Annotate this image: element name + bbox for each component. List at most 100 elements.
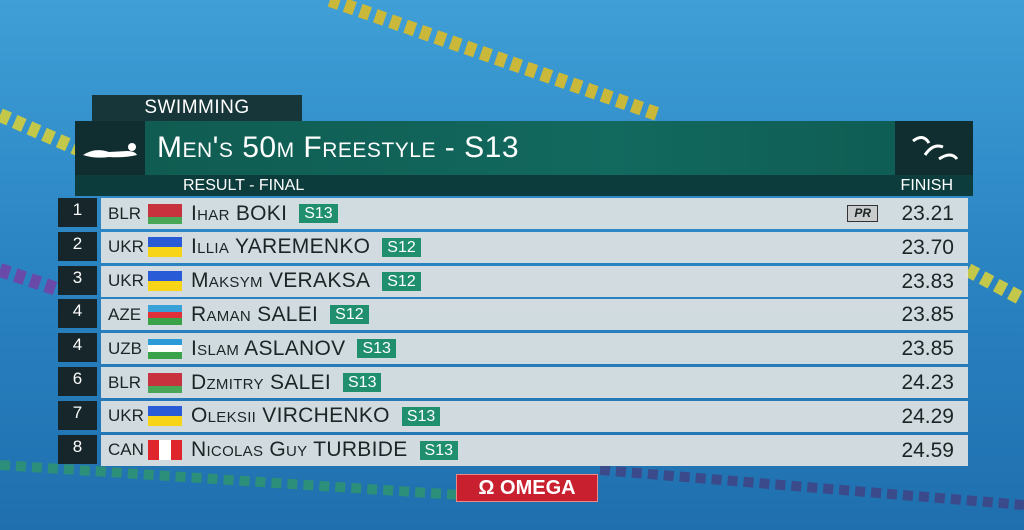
lane-rope <box>327 0 663 122</box>
rank: 4 <box>58 299 97 329</box>
flag <box>148 237 182 258</box>
lane-rope <box>0 108 83 157</box>
result-row: 4 AZE Raman SALEI S12 23.85 <box>58 299 968 331</box>
athlete-name: Illia YAREMENKO <box>191 235 371 259</box>
sub-header: RESULT - FINAL FINISH <box>75 175 973 196</box>
record-badge: PR <box>847 205 878 222</box>
result-body: UZB Islam ASLANOV S13 23.85 <box>101 333 968 365</box>
paralympic-logo <box>895 121 973 175</box>
athlete-name: Dzmitry SALEI <box>191 370 331 394</box>
flag-stripe <box>159 440 171 461</box>
country-code: UKR <box>108 406 144 426</box>
result-body: BLR Ihar BOKI S13 PR 23.21 <box>101 198 968 229</box>
result-body: BLR Dzmitry SALEI S13 24.23 <box>101 367 968 398</box>
finish-time: 24.59 <box>901 438 954 462</box>
flag-stripe <box>148 406 182 417</box>
result-body: AZE Raman SALEI S12 23.85 <box>101 299 968 331</box>
country-code: UKR <box>108 271 144 291</box>
lane-rope <box>0 460 461 500</box>
result-row: 4 UZB Islam ASLANOV S13 23.85 <box>58 333 968 365</box>
sport-class: S12 <box>382 271 421 291</box>
lane-rope <box>964 263 1024 307</box>
flag <box>148 440 182 461</box>
flag <box>148 304 182 325</box>
result-row: 1 BLR Ihar BOKI S13 PR 23.21 <box>58 198 968 229</box>
result-row: 6 BLR Dzmitry SALEI S13 24.23 <box>58 367 968 398</box>
finish-time: 23.70 <box>901 235 954 259</box>
finish-time: 23.85 <box>901 303 954 327</box>
flag-stripe <box>148 237 182 248</box>
sport-class: S13 <box>299 204 338 223</box>
result-row: 2 UKR Illia YAREMENKO S12 23.70 <box>58 231 968 263</box>
result-body: UKR Illia YAREMENKO S12 23.70 <box>101 231 968 263</box>
column-label: FINISH <box>900 177 953 194</box>
athlete-name: Maksym VERAKSA <box>191 269 371 293</box>
flag-stripe <box>148 352 182 359</box>
title-bar: Men's 50m Freestyle - S13 <box>75 121 973 175</box>
sport-class: S12 <box>382 237 421 257</box>
flag-stripe <box>148 345 182 353</box>
flag <box>148 271 182 292</box>
sport-class: S12 <box>330 305 369 325</box>
flag-stripe <box>148 440 160 461</box>
flag-stripe <box>148 247 182 258</box>
result-row: 7 UKR Oleksii VIRCHENKO S13 24.29 <box>58 400 968 432</box>
flag-stripe <box>148 318 182 325</box>
flag <box>148 372 182 393</box>
rank: 4 <box>58 333 97 363</box>
country-code: BLR <box>108 203 142 223</box>
athlete-name: Ihar BOKI <box>191 201 288 225</box>
event-title: Men's 50m Freestyle - S13 <box>157 131 519 164</box>
rank: 7 <box>58 400 97 430</box>
athlete-name: Nicolas Guy TURBIDE <box>191 438 408 462</box>
country-code: BLR <box>108 372 142 392</box>
flag-stripe <box>148 203 182 211</box>
flag-stripe <box>148 311 182 319</box>
country-code: UKR <box>108 237 144 257</box>
rank: 1 <box>58 198 97 227</box>
flag-stripe <box>148 338 182 346</box>
athlete-name: Oleksii VIRCHENKO <box>191 404 390 428</box>
flag-stripe <box>148 385 182 393</box>
athlete-name: Islam ASLANOV <box>191 336 346 360</box>
flag <box>148 406 182 427</box>
rank: 3 <box>58 265 97 295</box>
finish-time: 23.21 <box>901 202 954 225</box>
sport-tab: SWIMMING <box>92 95 302 121</box>
country-code: UZB <box>108 338 142 358</box>
result-body: UKR Maksym VERAKSA S12 23.83 <box>101 265 968 297</box>
flag-stripe <box>148 210 182 217</box>
sport-class: S13 <box>357 339 396 359</box>
flag <box>148 203 182 224</box>
result-body: UKR Oleksii VIRCHENKO S13 24.29 <box>101 400 968 432</box>
flag-stripe <box>170 440 182 461</box>
swim-icon <box>75 121 145 175</box>
flag-stripe <box>148 416 182 427</box>
flag-stripe <box>148 216 182 224</box>
finish-time: 23.85 <box>901 337 954 361</box>
result-body: CAN Nicolas Guy TURBIDE S13 24.59 <box>101 434 968 466</box>
stage-label: RESULT - FINAL <box>183 177 305 194</box>
athlete-name: Raman SALEI <box>191 302 319 326</box>
lane-rope <box>599 465 1024 510</box>
finish-time: 24.29 <box>901 404 954 428</box>
sponsor-logo: Ω OMEGA <box>456 474 598 502</box>
finish-time: 24.23 <box>901 371 954 394</box>
country-code: CAN <box>108 440 144 460</box>
lane-rope <box>0 263 63 297</box>
sport-class: S13 <box>401 406 441 426</box>
finish-time: 23.83 <box>901 269 954 293</box>
country-code: AZE <box>108 304 142 324</box>
flag-stripe <box>148 372 182 380</box>
result-row: 8 CAN Nicolas Guy TURBIDE S13 24.59 <box>58 434 968 466</box>
sport-class: S13 <box>419 440 458 460</box>
result-row: 3 UKR Maksym VERAKSA S12 23.83 <box>58 265 968 297</box>
rank: 2 <box>58 231 97 261</box>
rank: 6 <box>58 367 97 396</box>
flag-stripe <box>148 304 182 312</box>
flag-stripe <box>148 271 182 282</box>
flag-stripe <box>148 379 182 386</box>
flag <box>148 338 182 359</box>
